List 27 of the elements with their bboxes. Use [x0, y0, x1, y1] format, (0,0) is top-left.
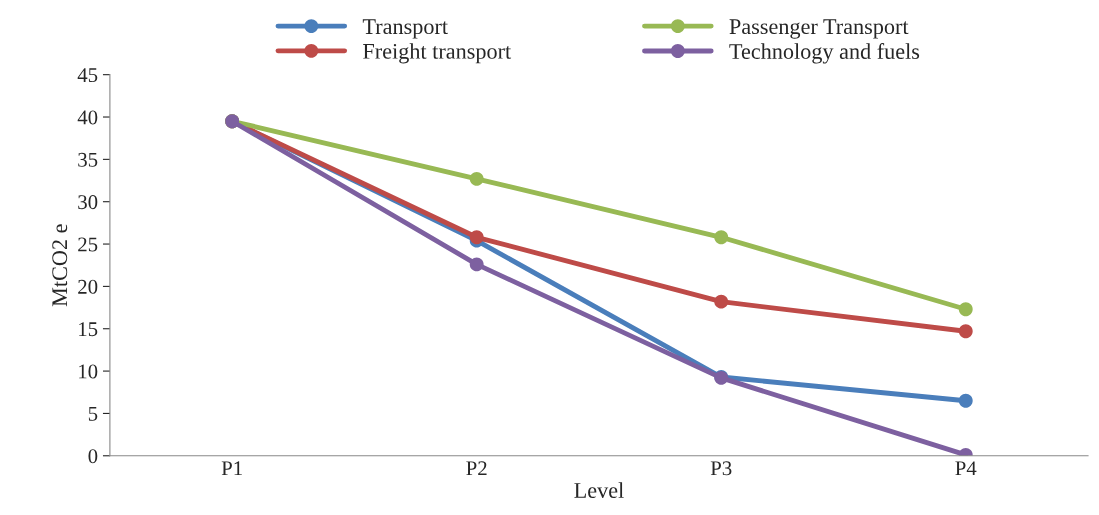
point	[958, 324, 973, 339]
y-tick-label: 5	[88, 407, 98, 421]
point	[469, 257, 484, 272]
point	[714, 230, 729, 245]
point	[958, 302, 973, 317]
y-axis-title: MtCO2 e	[52, 224, 68, 307]
x-tick-label: P4	[955, 461, 977, 476]
point	[958, 393, 973, 408]
legend-label: Freight transport	[363, 43, 512, 64]
y-tick-label: 20	[78, 279, 98, 294]
y-tick-label: 15	[79, 322, 98, 337]
x-tick-label: P1	[221, 461, 242, 476]
x-tick-label: P3	[710, 461, 732, 476]
y-tick-label: 0	[88, 449, 98, 464]
point	[714, 294, 729, 309]
y-tick-label: 35	[78, 152, 98, 167]
y-tick-label: 40	[77, 110, 98, 125]
x-axis-title: Level	[574, 482, 624, 498]
legend-label: Technology and fuels	[729, 43, 920, 64]
y-tick-label: 30	[78, 195, 98, 210]
x-tick-label: P2	[466, 461, 487, 476]
point	[469, 171, 484, 186]
legend-label: Transport	[362, 19, 448, 39]
y-tick-label: 45	[77, 68, 98, 83]
y-tick-label: 25	[78, 237, 98, 252]
legend-label: Passenger Transport	[729, 19, 909, 39]
y-tick-label: 10	[79, 364, 98, 379]
